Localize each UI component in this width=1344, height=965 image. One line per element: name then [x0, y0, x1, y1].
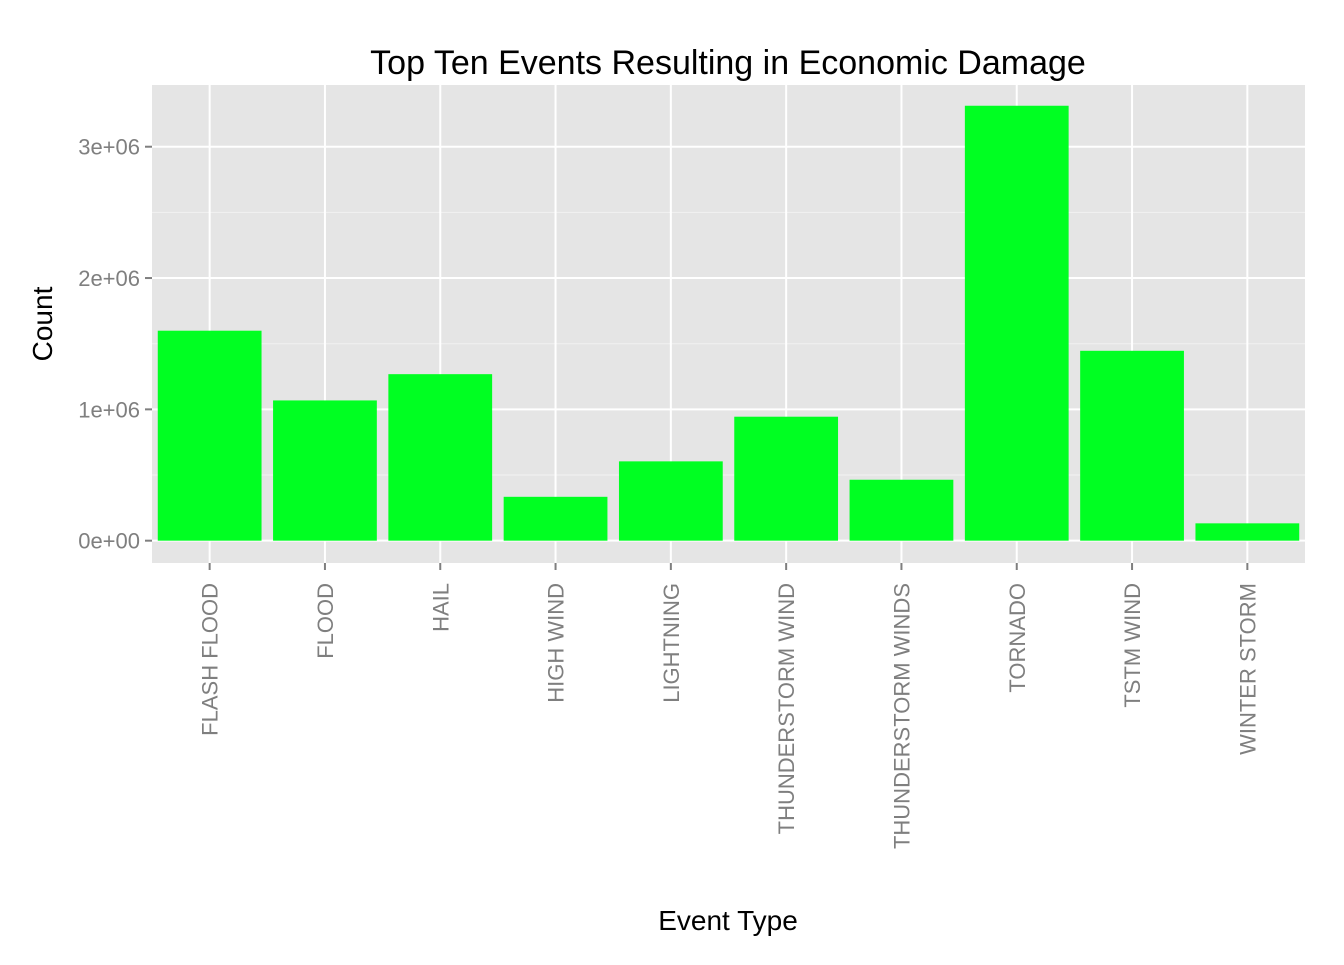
- x-tick-label: THUNDERSTORM WIND: [774, 583, 799, 834]
- bar: [157, 330, 262, 541]
- bar: [618, 461, 723, 541]
- x-tick-label: LIGHTNING: [659, 583, 684, 703]
- bar: [273, 400, 377, 541]
- bar: [734, 416, 839, 541]
- y-tick-label: 1e+06: [78, 397, 140, 422]
- x-tick-label: THUNDERSTORM WINDS: [889, 583, 914, 849]
- x-tick-label: FLOOD: [313, 583, 338, 659]
- y-tick-label: 3e+06: [78, 135, 140, 160]
- x-tick-label: WINTER STORM: [1235, 583, 1260, 755]
- chart-title: Top Ten Events Resulting in Economic Dam…: [370, 44, 1086, 82]
- x-tick-label: TORNADO: [1005, 583, 1030, 693]
- bar: [503, 496, 608, 541]
- bar: [849, 479, 954, 541]
- x-tick-label: HAIL: [428, 583, 453, 632]
- bar: [388, 374, 493, 541]
- y-axis-title: Count: [27, 286, 58, 361]
- x-axis-title: Event Type: [658, 905, 798, 936]
- x-axis: FLASH FLOOD FLOOD HAIL HIGH WIND LIGHTNING TH…: [198, 563, 1260, 849]
- x-tick-label: FLASH FLOOD: [198, 583, 223, 736]
- bar: [1195, 523, 1300, 541]
- x-tick-label: HIGH WIND: [544, 583, 569, 703]
- y-tick-label: 2e+06: [78, 266, 140, 291]
- bar: [964, 105, 1069, 541]
- bars-group: [157, 105, 1300, 541]
- x-tick-label: TSTM WIND: [1120, 583, 1145, 708]
- y-tick-label: 0e+00: [78, 529, 140, 554]
- bar: [1080, 350, 1184, 541]
- y-axis: 0e+00 1e+06 2e+06 3e+06: [78, 135, 152, 554]
